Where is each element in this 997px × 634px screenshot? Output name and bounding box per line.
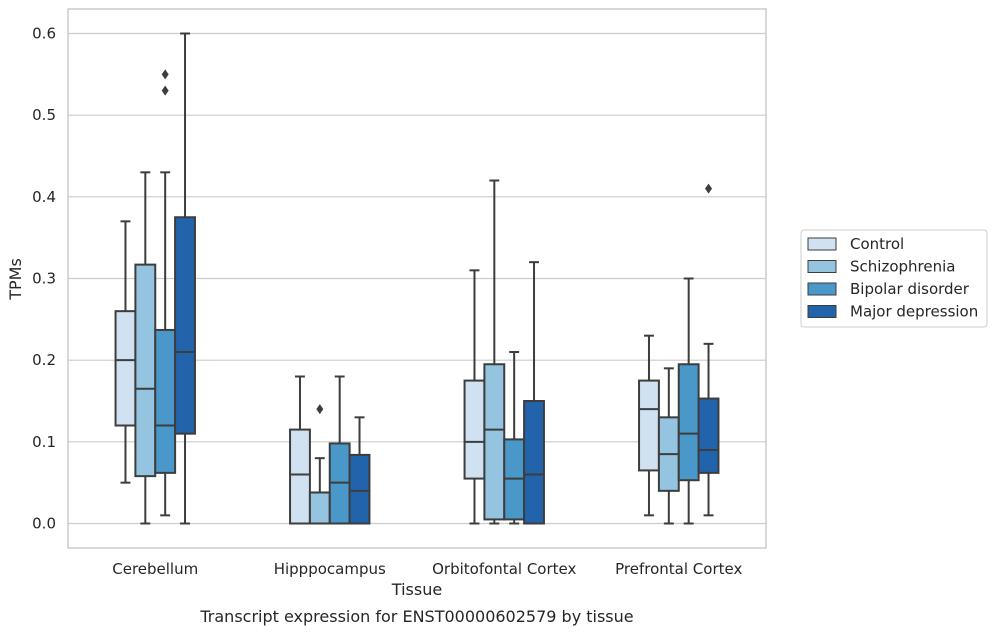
box-schizophrenia-0 xyxy=(134,171,157,525)
x-tick-label: Prefrontal Cortex xyxy=(615,560,742,578)
legend-swatch xyxy=(807,237,837,251)
y-tick-label: 0.6 xyxy=(32,25,56,43)
box-bipolar-disorder-3 xyxy=(677,277,700,525)
box-schizophrenia-1 xyxy=(308,404,331,525)
y-tick-label: 0.4 xyxy=(32,188,56,206)
box-schizophrenia-3 xyxy=(657,367,680,525)
legend-label: Bipolar disorder xyxy=(850,280,970,298)
chart-caption: Transcript expression for ENST0000060257… xyxy=(199,607,633,626)
box-iqr xyxy=(523,400,545,525)
outlier-point xyxy=(316,404,324,415)
legend-swatch xyxy=(807,282,837,296)
box-schizophrenia-2 xyxy=(483,179,506,525)
box-iqr xyxy=(308,491,331,525)
x-tick-labels: Cerebellum Hipppocampus Orbitofontal Corte… xyxy=(112,560,742,578)
x-axis-title: Tissue xyxy=(391,580,442,599)
legend-label: Major depression xyxy=(850,303,978,321)
outlier-point xyxy=(161,85,169,96)
y-tick-label: 0.3 xyxy=(32,270,56,288)
box-iqr xyxy=(483,363,506,521)
box-iqr xyxy=(174,216,196,435)
y-tick-label: 0.2 xyxy=(32,351,56,369)
box-iqr xyxy=(697,397,720,474)
box-iqr xyxy=(638,379,660,472)
y-axis-title: TPMs xyxy=(6,258,25,301)
box-control-2 xyxy=(463,269,486,525)
box-iqr xyxy=(348,453,371,525)
y-tick-label: 0.0 xyxy=(32,515,56,533)
legend: Control Schizophrenia Bipolar disorder Majo… xyxy=(800,229,988,328)
box-iqr xyxy=(463,379,486,480)
legend-label: Control xyxy=(850,235,904,253)
box-control-3 xyxy=(638,334,660,517)
outlier-point xyxy=(161,69,169,80)
box-iqr xyxy=(154,328,177,474)
y-tick-label: 0.5 xyxy=(32,106,56,124)
box-iqr xyxy=(134,263,157,478)
box-major-depression-2 xyxy=(523,261,545,525)
box-bipolar-disorder-1 xyxy=(328,375,351,525)
box-major-depression-3 xyxy=(697,183,720,517)
box-major-depression-1 xyxy=(348,416,371,525)
legend-swatch xyxy=(807,305,837,318)
box-iqr xyxy=(289,428,311,525)
x-tick-label: Hipppocampus xyxy=(274,560,386,578)
outlier-point xyxy=(705,183,713,194)
boxes xyxy=(114,32,720,525)
legend-swatch xyxy=(807,260,837,273)
legend-items: Control Schizophrenia Bipolar disorder Majo… xyxy=(807,235,978,321)
x-tick-label: Orbitofontal Cortex xyxy=(432,560,576,578)
y-tick-labels: 0.0 0.1 0.2 0.3 0.4 0.5 0.6 xyxy=(32,25,56,533)
box-bipolar-disorder-0 xyxy=(154,69,177,517)
box-bipolar-disorder-2 xyxy=(503,351,526,525)
box-iqr xyxy=(114,310,137,427)
plot-frame xyxy=(67,8,767,549)
box-control-1 xyxy=(289,375,311,525)
legend-label: Schizophrenia xyxy=(850,258,955,276)
y-tick-label: 0.1 xyxy=(32,433,56,451)
box-major-depression-0 xyxy=(174,32,196,525)
box-control-0 xyxy=(114,220,137,484)
box-iqr xyxy=(677,363,700,482)
x-tick-label: Cerebellum xyxy=(112,560,198,578)
legend-frame xyxy=(800,229,988,328)
